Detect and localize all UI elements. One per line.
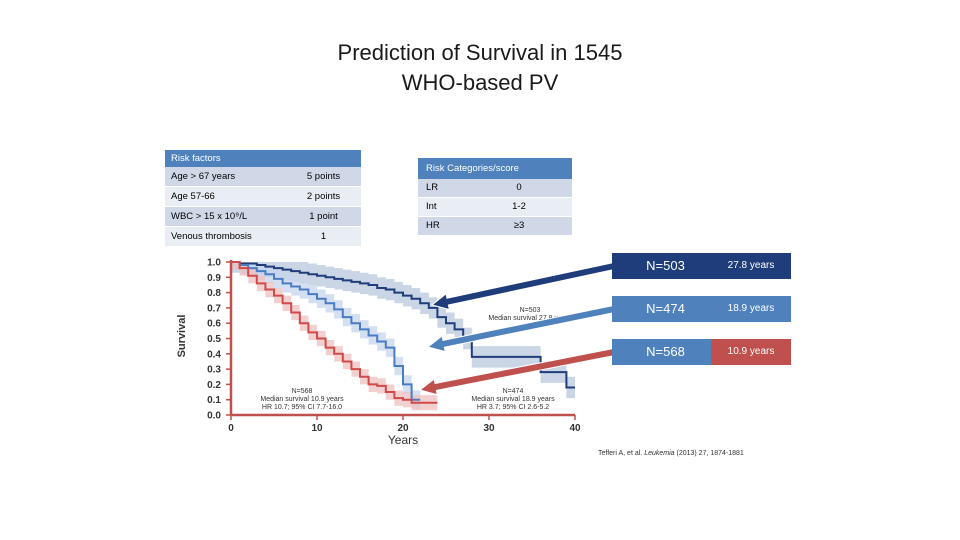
risk-category-score: 1-2 (512, 201, 526, 212)
summary-n-low: N=503 (612, 253, 719, 279)
annotation-line: HR 10.7; 95% CI 7.7-16.0 (262, 404, 342, 411)
x-tick-label: 10 (311, 423, 323, 434)
x-tick-label: 20 (397, 423, 409, 434)
summary-n-intermediate: N=474 (612, 296, 719, 322)
annotation-line: Median survival 10.9 years (260, 396, 344, 403)
x-tick-label: 30 (483, 423, 495, 434)
annotation-line: N=503 (520, 307, 541, 314)
risk-factor-name: WBC > 15 x 10⁹/L (171, 211, 248, 222)
y-tick-label: 0.4 (207, 349, 221, 360)
y-tick-label: 0.9 (207, 273, 221, 284)
citation-authors: Tefferi A, et al. (598, 450, 645, 457)
risk-category-row: LR 0 (418, 179, 572, 198)
survival-curve-high (231, 261, 438, 404)
arrow-to-intermediate-curve (426, 304, 616, 353)
risk-category-name: LR (426, 182, 439, 193)
annotation-line: N=568 (292, 388, 313, 395)
survival-curve-low (231, 261, 575, 389)
y-tick-label: 0.6 (207, 319, 221, 330)
risk-factors-table: Risk factors Age > 67 years 5 points Age… (165, 150, 361, 247)
risk-factor-name: Venous thrombosis (171, 231, 252, 242)
annotation-line: N=474 (503, 388, 524, 395)
x-tick-label: 0 (228, 423, 234, 434)
arrow-to-low-risk-curve (430, 261, 616, 311)
arrow-to-high-risk-curve (418, 347, 616, 396)
risk-factor-points: 2 points (306, 191, 341, 202)
x-tick-label: 40 (569, 423, 581, 434)
summary-years-intermediate: 18.9 years (711, 296, 791, 322)
title-line-1: Prediction of Survival in 1545 (337, 40, 623, 65)
risk-factor-name: Age > 67 years (171, 171, 236, 182)
title-line-2: WHO-based PV (401, 70, 559, 95)
survival-curves (231, 261, 575, 404)
risk-factor-name: Age 57-66 (171, 191, 215, 202)
risk-category-row: Int 1-2 (418, 198, 572, 217)
y-axis-label: Survival (176, 315, 188, 358)
risk-categories-table: Risk Categories/score LR 0 Int 1-2 HR ≥3 (418, 158, 572, 236)
risk-category-score: 0 (516, 182, 522, 193)
risk-category-row: HR ≥3 (418, 217, 572, 236)
y-tick-label: 0.0 (207, 411, 221, 422)
slide-title: Prediction of Survival in 1545 WHO-based… (0, 38, 960, 98)
risk-factor-row: Age 57-66 2 points (165, 187, 361, 207)
ci-band-low (231, 262, 575, 399)
citation-journal: Leukemia (644, 450, 675, 457)
annotation-line: HR 3.7; 95% CI 2.6-5.2 (477, 404, 549, 411)
pointer-arrows (418, 261, 616, 396)
citation: Tefferi A, et al. Leukemia (2013) 27, 18… (598, 450, 744, 457)
risk-factor-points: 5 points (306, 171, 341, 182)
risk-factor-points: 1 point (309, 211, 338, 222)
risk-category-score: ≥3 (513, 220, 525, 231)
y-tick-label: 0.8 (207, 288, 221, 299)
summary-years-high: 10.9 years (711, 339, 791, 365)
y-tick-label: 0.1 (207, 395, 221, 406)
tick-labels: 0.0 0.1 0.2 0.3 0.4 0.5 0.6 0.7 0.8 0.9 1.0 0 10 20 30… (207, 258, 581, 435)
y-tick-label: 1.0 (207, 258, 221, 269)
risk-category-name: Int (426, 201, 437, 212)
risk-factors-header: Risk factors (165, 150, 361, 167)
risk-factor-points: 1 (320, 231, 327, 242)
y-tick-label: 0.7 (207, 303, 221, 314)
risk-category-name: HR (426, 220, 440, 231)
y-tick-label: 0.5 (207, 334, 221, 345)
citation-details: (2013) 27, 1874-1881 (674, 450, 744, 457)
annotation-line: Median survival 27.8 years (488, 315, 572, 322)
y-tick-label: 0.2 (207, 380, 221, 391)
risk-factor-row: WBC > 15 x 10⁹/L 1 point (165, 207, 361, 227)
annotation-line: Median survival 18.9 years (471, 396, 555, 403)
risk-factor-row: Age > 67 years 5 points (165, 167, 361, 187)
summary-years-low: 27.8 years (711, 253, 791, 279)
risk-factor-row: Venous thrombosis 1 (165, 227, 361, 247)
survival-curve-intermediate (231, 261, 421, 401)
y-tick-label: 0.3 (207, 365, 221, 376)
risk-categories-header: Risk Categories/score (418, 158, 572, 179)
summary-n-high: N=568 (612, 339, 719, 365)
x-axis-label: Years (388, 433, 418, 447)
